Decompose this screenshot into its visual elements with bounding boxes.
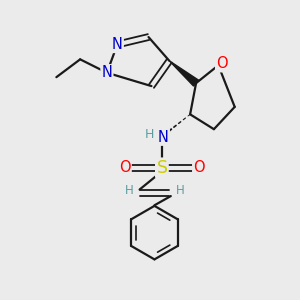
Text: S: S bbox=[156, 159, 167, 177]
Text: O: O bbox=[216, 56, 228, 71]
Text: H: H bbox=[145, 128, 154, 141]
Text: N: N bbox=[158, 130, 169, 145]
Text: O: O bbox=[193, 160, 205, 175]
Polygon shape bbox=[169, 61, 199, 86]
Text: N: N bbox=[101, 65, 112, 80]
Text: H: H bbox=[176, 184, 185, 196]
Text: N: N bbox=[112, 37, 123, 52]
Text: H: H bbox=[125, 184, 134, 196]
Text: O: O bbox=[119, 160, 130, 175]
